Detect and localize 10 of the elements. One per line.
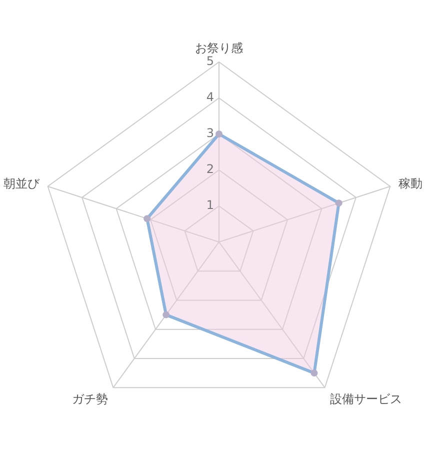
y-tick-label: 3 bbox=[206, 126, 214, 140]
y-tick-label: 1 bbox=[206, 198, 214, 212]
spoke-label: お祭り感 bbox=[195, 41, 243, 55]
spoke-label: 朝並び bbox=[3, 176, 40, 191]
spoke-label: 設備サービス bbox=[330, 392, 402, 406]
spoke-label: 稼動 bbox=[398, 176, 423, 191]
y-tick-label: 5 bbox=[206, 54, 214, 68]
spoke-label: ガチ勢 bbox=[72, 392, 108, 406]
y-tick-label: 4 bbox=[206, 90, 214, 104]
y-tick-label: 2 bbox=[206, 162, 214, 176]
